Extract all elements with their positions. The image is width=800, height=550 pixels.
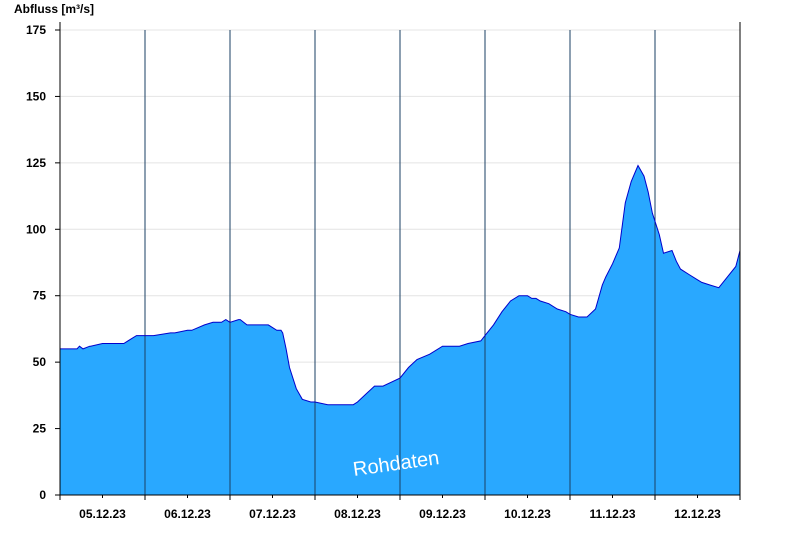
y-tick-label: 100: [26, 222, 46, 236]
x-tick-label: 06.12.23: [164, 507, 211, 521]
y-tick-label: 150: [26, 89, 46, 103]
x-ticks: 05.12.23 06.12.23 07.12.23 08.12.23 09.12.23…: [59, 495, 741, 521]
x-tick-label: 12.12.23: [674, 507, 721, 521]
y-tick-label: 25: [33, 422, 47, 436]
x-tick-label: 08.12.23: [334, 507, 381, 521]
x-tick-label: 09.12.23: [419, 507, 466, 521]
y-ticks: 0 25 50 75 100 125 150 175: [26, 23, 60, 502]
y-tick-label: 125: [26, 156, 46, 170]
discharge-line: [60, 164, 741, 406]
y-axis-label: Abfluss [m³/s]: [14, 2, 94, 16]
day-separators: [144, 30, 656, 495]
x-tick-label: 11.12.23: [589, 507, 635, 521]
y-tick-label: 75: [33, 289, 47, 303]
y-tick-label: 0: [39, 488, 46, 502]
x-tick-label: 05.12.23: [79, 507, 126, 521]
y-tick-label: 50: [33, 355, 47, 369]
x-tick-label: 10.12.23: [504, 507, 551, 521]
y-tick-label: 175: [26, 23, 46, 37]
x-tick-label: 07.12.23: [249, 507, 296, 521]
